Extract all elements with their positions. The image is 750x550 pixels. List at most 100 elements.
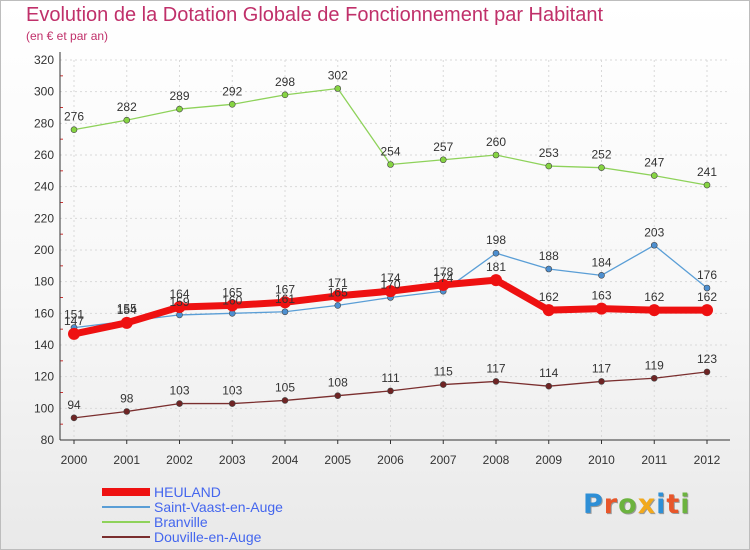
y-tick-label: 160 bbox=[34, 306, 54, 320]
data-label: 282 bbox=[117, 100, 137, 114]
logo-letter: r bbox=[603, 489, 619, 520]
legend-label: Douville-en-Auge bbox=[154, 529, 262, 545]
logo-letter: x bbox=[637, 489, 657, 520]
logo-letter: P bbox=[583, 489, 604, 520]
data-label: 247 bbox=[644, 156, 664, 170]
data-label: 165 bbox=[222, 285, 242, 299]
data-point bbox=[703, 284, 711, 292]
data-label: 98 bbox=[120, 392, 134, 406]
x-tick-label: 2012 bbox=[694, 453, 721, 467]
data-label: 105 bbox=[275, 380, 295, 394]
legend: HEULANDSaint-Vaast-en-AugeBranvilleDouvi… bbox=[102, 484, 283, 545]
data-label: 181 bbox=[486, 260, 506, 274]
data-label: 119 bbox=[645, 358, 664, 372]
data-point bbox=[492, 249, 500, 257]
data-point bbox=[439, 156, 447, 164]
data-point bbox=[123, 116, 131, 124]
data-point bbox=[595, 302, 608, 315]
data-point bbox=[281, 397, 289, 404]
data-label: 203 bbox=[644, 225, 664, 239]
data-label: 123 bbox=[697, 352, 717, 366]
data-point bbox=[439, 381, 447, 388]
data-label: 171 bbox=[328, 276, 348, 290]
y-tick-label: 280 bbox=[34, 116, 54, 130]
data-point bbox=[279, 296, 291, 309]
y-tick-label: 320 bbox=[34, 53, 54, 67]
data-point bbox=[492, 378, 500, 385]
data-point bbox=[226, 299, 239, 312]
data-point bbox=[648, 304, 661, 317]
y-tick-label: 300 bbox=[34, 85, 54, 99]
legend-label: Saint-Vaast-en-Auge bbox=[154, 499, 283, 515]
x-tick-label: 2000 bbox=[61, 453, 88, 467]
data-label: 241 bbox=[697, 165, 717, 179]
data-label: 298 bbox=[275, 75, 295, 89]
data-label: 147 bbox=[64, 314, 84, 328]
data-point bbox=[545, 162, 553, 170]
x-tick-label: 2011 bbox=[641, 453, 667, 467]
y-tick-label: 240 bbox=[34, 180, 54, 194]
data-label: 162 bbox=[697, 290, 717, 304]
data-point bbox=[120, 316, 133, 329]
data-point bbox=[703, 368, 711, 376]
data-label: 198 bbox=[486, 233, 506, 247]
data-label: 164 bbox=[169, 287, 189, 301]
data-label: 155 bbox=[117, 301, 137, 315]
y-tick-label: 100 bbox=[34, 401, 54, 415]
data-label: 115 bbox=[434, 365, 453, 379]
data-point bbox=[598, 272, 605, 279]
data-label: 257 bbox=[433, 140, 453, 154]
x-tick-label: 2006 bbox=[377, 453, 404, 467]
x-tick-label: 2002 bbox=[166, 453, 193, 467]
data-label: 302 bbox=[328, 69, 348, 83]
chart-title: Evolution de la Dotation Globale de Fonc… bbox=[26, 4, 604, 26]
data-label: 260 bbox=[486, 135, 506, 149]
data-label: 188 bbox=[539, 249, 559, 263]
data-point bbox=[331, 289, 344, 302]
data-point bbox=[173, 301, 186, 313]
data-label: 163 bbox=[591, 289, 611, 303]
data-point bbox=[650, 241, 658, 249]
x-tick-label: 2010 bbox=[588, 453, 615, 467]
y-tick-label: 180 bbox=[34, 275, 54, 289]
data-point bbox=[701, 304, 713, 317]
data-point bbox=[176, 105, 183, 113]
x-tick-label: 2004 bbox=[272, 453, 299, 467]
data-labels: 276 282 289 292 298 302 254 257 260 253 252 247 241 1… bbox=[64, 69, 717, 412]
data-label: 289 bbox=[169, 89, 189, 103]
y-tick-label: 260 bbox=[34, 148, 54, 162]
data-point bbox=[387, 161, 394, 168]
data-label: 184 bbox=[591, 255, 611, 269]
data-point bbox=[545, 382, 553, 390]
data-label: 167 bbox=[275, 282, 295, 296]
data-point bbox=[228, 400, 236, 407]
x-tick-label: 2003 bbox=[219, 453, 246, 467]
data-point bbox=[437, 278, 450, 291]
data-point bbox=[123, 408, 131, 415]
data-point bbox=[70, 126, 78, 133]
x-tick-label: 2009 bbox=[535, 453, 562, 467]
y-tick-label: 140 bbox=[34, 338, 54, 352]
chart-subtitle: (en € et par an) bbox=[26, 29, 109, 43]
x-tick-label: 2008 bbox=[483, 453, 510, 467]
proxiti-logo: Proxiti bbox=[583, 489, 691, 520]
data-point bbox=[176, 400, 183, 407]
data-label: 276 bbox=[64, 110, 84, 124]
data-label: 176 bbox=[697, 268, 717, 282]
data-point bbox=[281, 91, 289, 99]
data-label: 292 bbox=[222, 84, 242, 98]
data-label: 254 bbox=[380, 145, 400, 159]
data-label: 159 bbox=[169, 295, 189, 309]
data-point bbox=[387, 387, 394, 395]
x-tick-label: 2005 bbox=[324, 453, 351, 467]
data-label: 165 bbox=[328, 285, 348, 299]
x-tick-label: 2001 bbox=[113, 453, 140, 467]
data-point bbox=[490, 274, 502, 287]
y-tick-label: 80 bbox=[41, 433, 55, 447]
data-point bbox=[542, 304, 555, 317]
data-label: 178 bbox=[433, 265, 453, 279]
data-label: 108 bbox=[328, 376, 348, 390]
data-label: 252 bbox=[591, 148, 611, 162]
data-label: 154 bbox=[117, 303, 137, 317]
